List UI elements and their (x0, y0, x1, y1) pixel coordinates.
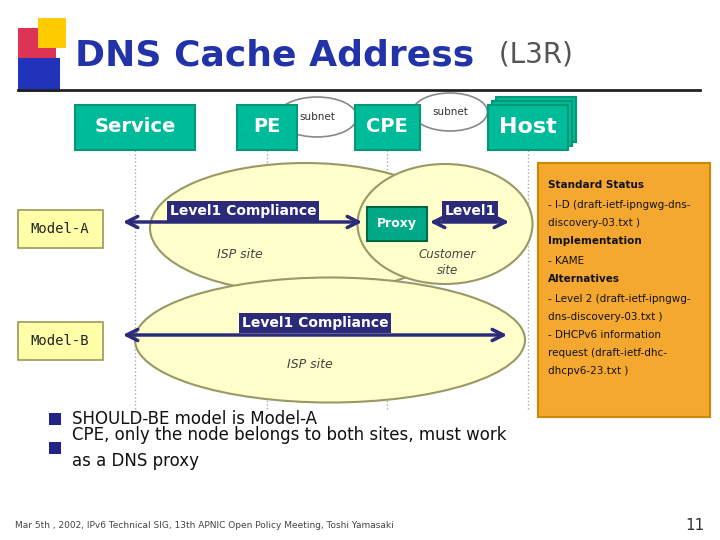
Text: 11: 11 (685, 517, 705, 532)
Text: Model-A: Model-A (31, 222, 89, 236)
Text: Model-B: Model-B (31, 334, 89, 348)
Text: Level1: Level1 (444, 204, 495, 218)
Bar (75, 105, 195, 150)
Bar (49, 442, 61, 454)
Bar (18, 322, 103, 360)
Bar (355, 105, 420, 150)
Bar (492, 101, 572, 146)
Text: DNS Cache Address: DNS Cache Address (75, 38, 474, 72)
Text: CPE, only the node belongs to both sites, must work
as a DNS proxy: CPE, only the node belongs to both sites… (72, 427, 506, 469)
Bar (488, 105, 568, 150)
Bar (367, 207, 427, 241)
Text: Customer
site: Customer site (418, 248, 476, 277)
Text: discovery-03.txt ): discovery-03.txt ) (548, 218, 640, 228)
Bar (237, 105, 297, 150)
Ellipse shape (135, 278, 525, 402)
Text: subnet: subnet (299, 112, 335, 122)
Ellipse shape (358, 164, 533, 284)
Text: subnet: subnet (432, 107, 468, 117)
Text: - KAME: - KAME (548, 256, 584, 266)
Text: - I-D (draft-ietf-ipngwg-dns-: - I-D (draft-ietf-ipngwg-dns- (548, 200, 690, 210)
Text: ISP site: ISP site (287, 358, 333, 371)
Text: Service: Service (94, 118, 176, 137)
Text: request (draft-ietf-dhc-: request (draft-ietf-dhc- (548, 348, 667, 358)
Text: Level1 Compliance: Level1 Compliance (242, 316, 388, 330)
Bar (18, 28, 56, 76)
Bar (18, 210, 103, 248)
FancyBboxPatch shape (538, 163, 710, 417)
Text: - DHCPv6 information: - DHCPv6 information (548, 330, 661, 340)
Text: Level1 Compliance: Level1 Compliance (170, 204, 316, 218)
Text: Mar 5th , 2002, IPv6 Technical SIG, 13th APNIC Open Policy Meeting, Toshi Yamasa: Mar 5th , 2002, IPv6 Technical SIG, 13th… (15, 521, 394, 530)
Bar (38, 18, 66, 48)
Text: dhcpv6-23.txt ): dhcpv6-23.txt ) (548, 366, 629, 376)
Text: Proxy: Proxy (377, 218, 417, 231)
Text: Alternatives: Alternatives (548, 274, 620, 284)
Text: PE: PE (253, 118, 281, 137)
Text: dns-discovery-03.txt ): dns-discovery-03.txt ) (548, 312, 662, 322)
Text: Host: Host (499, 117, 557, 137)
Ellipse shape (150, 163, 460, 293)
Text: Standard Status: Standard Status (548, 180, 644, 190)
Text: (L3R): (L3R) (490, 41, 573, 69)
Text: - Level 2 (draft-ietf-ipngwg-: - Level 2 (draft-ietf-ipngwg- (548, 294, 690, 304)
Text: CPE: CPE (366, 118, 408, 137)
Bar (496, 97, 576, 142)
Bar (18, 58, 60, 92)
Text: ISP site: ISP site (217, 248, 263, 261)
Ellipse shape (413, 93, 487, 131)
Text: Implementation: Implementation (548, 236, 642, 246)
Ellipse shape (277, 97, 357, 137)
Text: SHOULD-BE model is Model-A: SHOULD-BE model is Model-A (72, 410, 317, 428)
Bar (49, 413, 61, 425)
